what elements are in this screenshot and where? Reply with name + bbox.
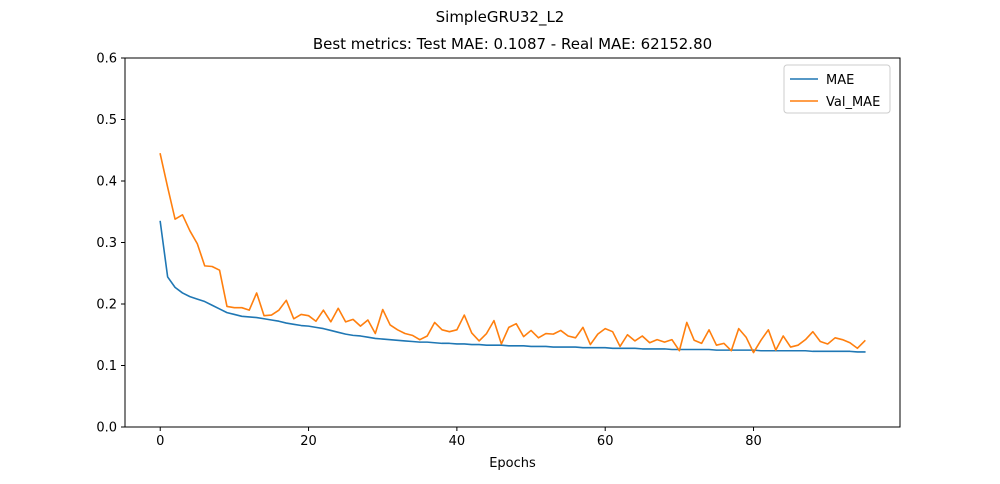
x-tick-label: 40 bbox=[449, 434, 466, 449]
y-tick-label: 0.6 bbox=[96, 52, 117, 67]
legend-label: Val_MAE bbox=[826, 95, 880, 110]
figure-suptitle: SimpleGRU32_L2 bbox=[436, 8, 565, 27]
x-tick-label: 60 bbox=[597, 434, 614, 449]
x-axis-label: Epochs bbox=[489, 456, 536, 471]
y-tick-label: 0.2 bbox=[96, 298, 117, 313]
chart-title: Best metrics: Test MAE: 0.1087 - Real MA… bbox=[313, 35, 712, 53]
y-tick-label: 0.0 bbox=[96, 421, 117, 436]
legend: MAE Val_MAE bbox=[783, 64, 891, 114]
series-line-mae bbox=[159, 220, 866, 353]
x-tick-label: 20 bbox=[300, 434, 317, 449]
y-tick-label: 0.1 bbox=[96, 359, 117, 374]
y-tick-label: 0.4 bbox=[96, 175, 117, 190]
y-tick-label: 0.5 bbox=[96, 113, 117, 128]
series-line-val-mae bbox=[159, 152, 866, 354]
plot-area: 0 20 40 60 80 0.0 0.1 0.2 0.3 0.4 0.5 0.6 bbox=[96, 52, 901, 449]
x-tick-label: 80 bbox=[745, 434, 762, 449]
x-tick-label: 0 bbox=[156, 434, 164, 449]
legend-label: MAE bbox=[826, 73, 854, 88]
y-tick-label: 0.3 bbox=[96, 236, 117, 251]
